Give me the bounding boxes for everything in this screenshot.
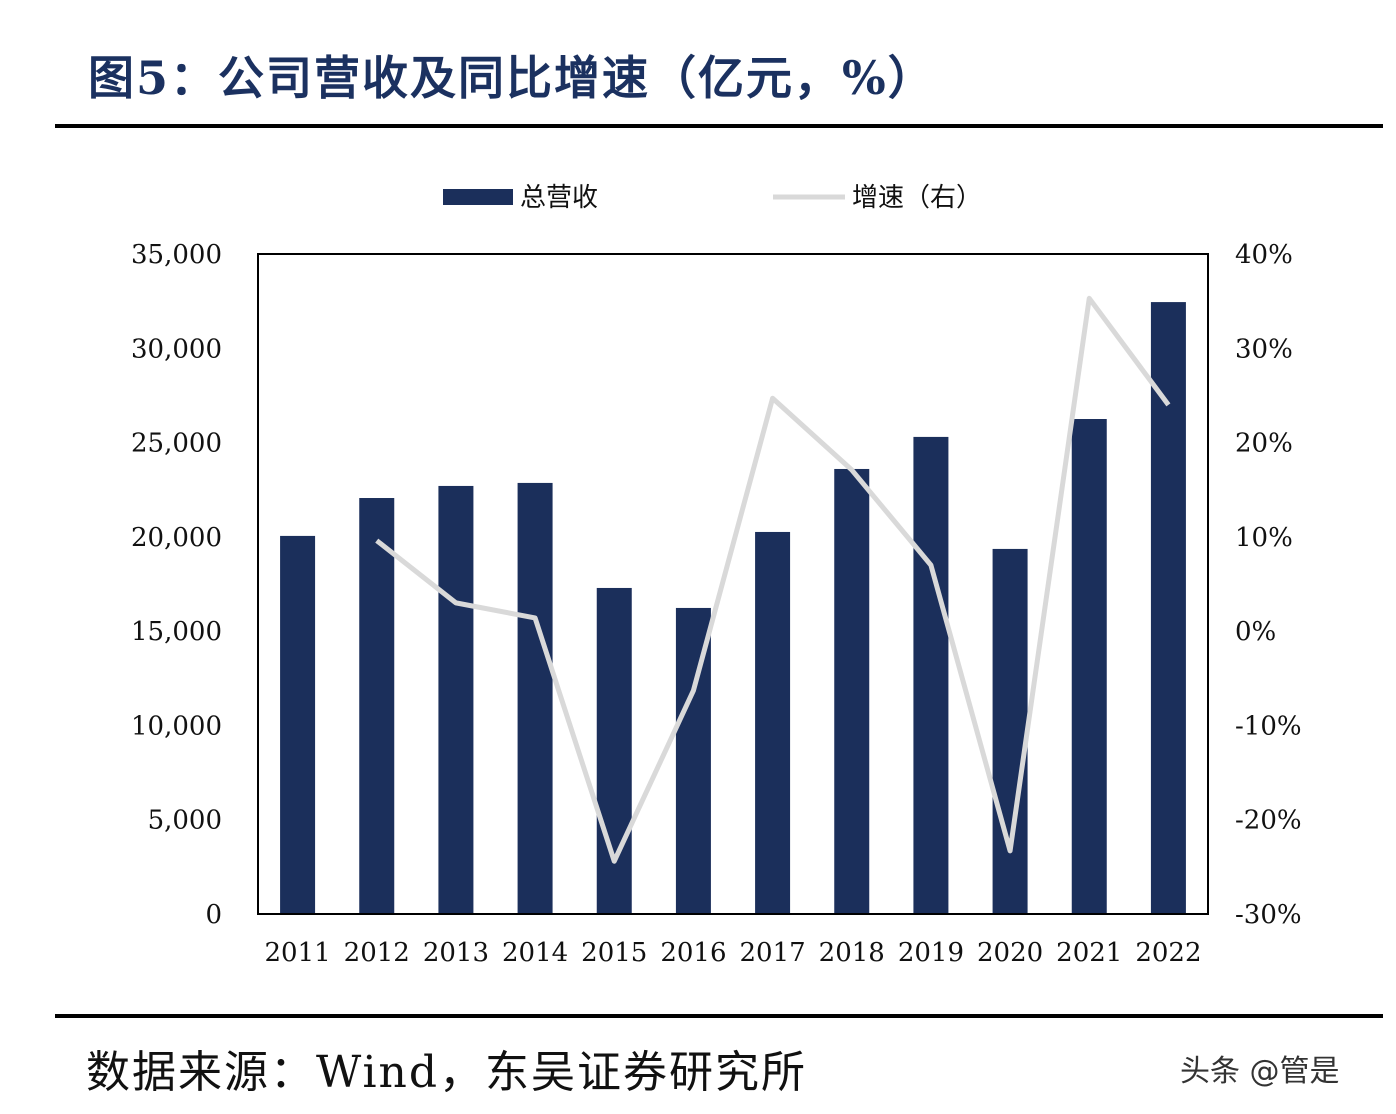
source-note: 数据来源：Wind，东吴证券研究所: [86, 1047, 808, 1098]
bar-2012: [359, 498, 395, 914]
bar-2015: [596, 587, 632, 914]
x-tick-label: 2017: [739, 938, 805, 968]
left-tick-label: 30,000: [131, 334, 222, 364]
watermark: 头条 @管是: [1180, 1054, 1340, 1089]
x-tick-label: 2014: [502, 938, 568, 968]
plot-frame: [257, 253, 1209, 915]
bottom-divider: [55, 1014, 1383, 1018]
chart-title: 图5：公司营收及同比增速（亿元，%）: [88, 51, 936, 105]
right-tick-label: 10%: [1235, 523, 1293, 553]
bar-2013: [438, 485, 474, 914]
right-tick-label: -10%: [1235, 711, 1302, 741]
right-tick-label: 40%: [1235, 240, 1293, 270]
left-tick-label: 20,000: [131, 523, 222, 553]
x-tick-label: 2022: [1135, 938, 1201, 968]
bar-2021: [1071, 419, 1107, 914]
right-tick-label: -20%: [1235, 806, 1302, 836]
bar-2019: [913, 436, 949, 914]
left-tick-label: 15,000: [131, 617, 222, 647]
legend-bar-label: 总营收: [520, 183, 598, 213]
x-tick-label: 2012: [344, 938, 410, 968]
left-tick-label: 35,000: [131, 240, 222, 270]
legend-line-label: 增速（右）: [852, 183, 982, 213]
bar-2014: [517, 482, 553, 914]
x-tick-label: 2015: [581, 938, 647, 968]
x-tick-label: 2020: [977, 938, 1043, 968]
x-tick-label: 2021: [1056, 938, 1122, 968]
right-tick-label: 30%: [1235, 334, 1293, 364]
left-tick-label: 0: [205, 900, 222, 930]
bar-2020: [992, 548, 1028, 914]
bar-2016: [675, 607, 711, 914]
x-tick-label: 2013: [423, 938, 489, 968]
bar-2018: [834, 468, 870, 914]
x-tick-label: 2018: [819, 938, 885, 968]
x-tick-label: 2016: [660, 938, 726, 968]
bar-2022: [1150, 302, 1186, 915]
right-tick-label: 0%: [1235, 617, 1276, 647]
top-divider: [55, 124, 1383, 128]
left-tick-label: 25,000: [131, 429, 222, 459]
legend-bar-swatch: [443, 189, 513, 205]
bar-2011: [280, 535, 316, 914]
left-tick-label: 5,000: [148, 806, 222, 836]
x-tick-label: 2011: [264, 938, 330, 968]
right-tick-label: -30%: [1235, 900, 1302, 930]
left-tick-label: 10,000: [131, 711, 222, 741]
right-tick-label: 20%: [1235, 429, 1293, 459]
x-tick-label: 2019: [898, 938, 964, 968]
bar-2017: [755, 531, 791, 914]
